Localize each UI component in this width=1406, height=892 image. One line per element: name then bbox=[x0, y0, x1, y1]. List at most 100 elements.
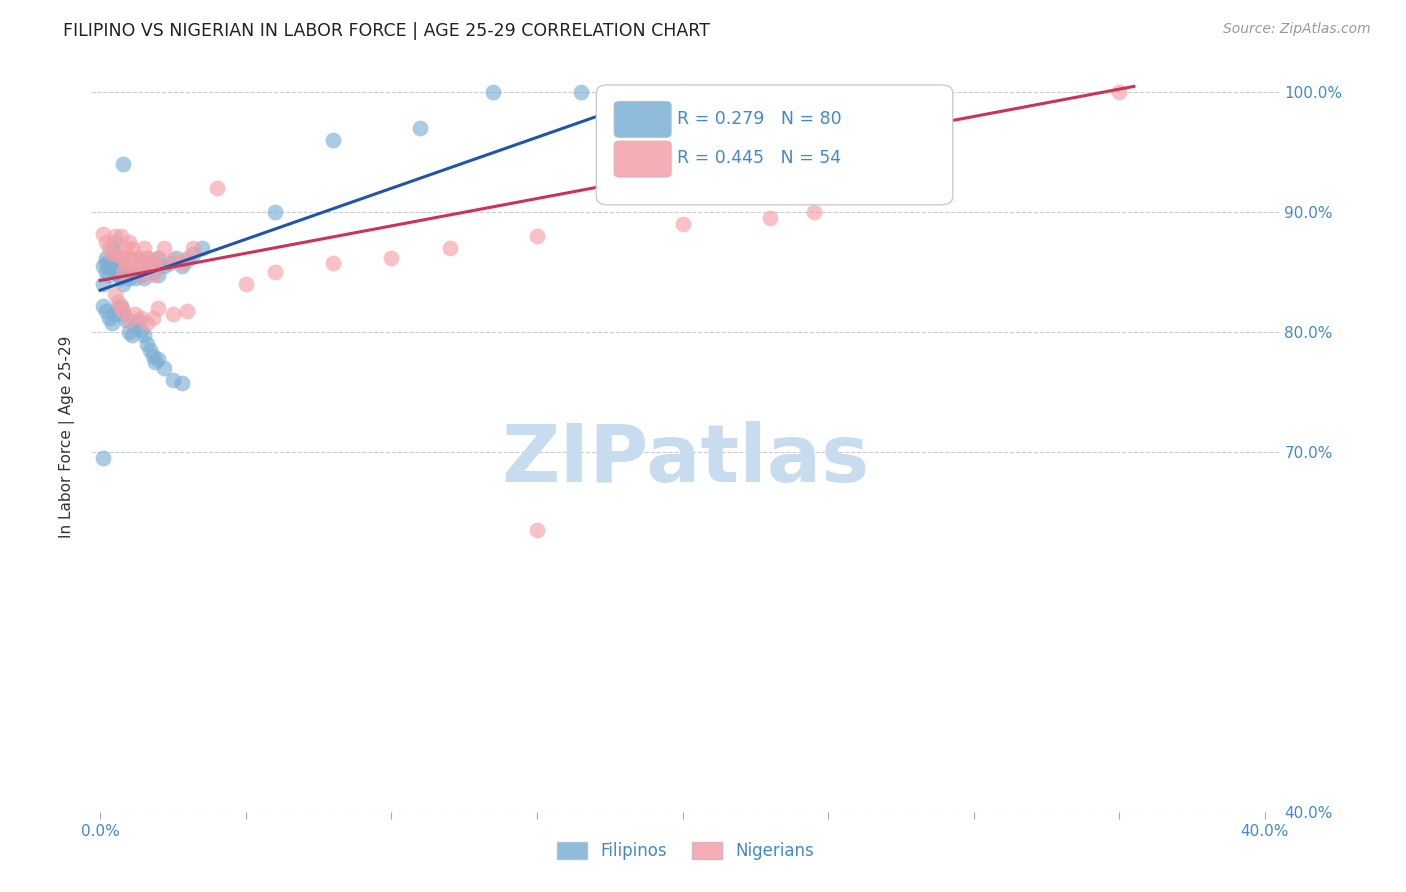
Point bbox=[803, 205, 825, 219]
Point bbox=[569, 86, 592, 100]
Point bbox=[138, 255, 160, 269]
Point bbox=[165, 251, 187, 265]
Point bbox=[129, 268, 152, 282]
Point bbox=[118, 325, 141, 339]
Point bbox=[124, 319, 146, 334]
Point bbox=[104, 255, 127, 269]
Point bbox=[176, 253, 198, 268]
Point bbox=[129, 323, 152, 337]
Point bbox=[110, 271, 132, 285]
Point bbox=[110, 251, 132, 265]
Point bbox=[148, 351, 170, 366]
Point bbox=[191, 241, 214, 255]
Point bbox=[129, 268, 152, 282]
Point bbox=[124, 263, 146, 277]
Point bbox=[439, 241, 461, 255]
Point bbox=[127, 265, 149, 279]
FancyBboxPatch shape bbox=[614, 102, 671, 137]
Point bbox=[107, 268, 129, 282]
Point bbox=[112, 265, 135, 279]
Point bbox=[148, 251, 170, 265]
Point bbox=[759, 211, 782, 226]
Point bbox=[112, 303, 135, 318]
Point bbox=[115, 241, 138, 255]
Point bbox=[112, 251, 135, 265]
Point bbox=[170, 259, 193, 273]
Point bbox=[121, 259, 143, 273]
Point bbox=[482, 86, 505, 100]
Point bbox=[141, 265, 163, 279]
Point bbox=[104, 286, 127, 301]
Point bbox=[107, 295, 129, 310]
Point bbox=[100, 247, 122, 261]
Point bbox=[145, 355, 167, 369]
Point bbox=[97, 259, 120, 273]
Point bbox=[135, 337, 157, 351]
Point bbox=[94, 255, 117, 269]
Point bbox=[148, 251, 170, 265]
Point bbox=[115, 259, 138, 273]
Point bbox=[205, 181, 228, 195]
Point bbox=[118, 251, 141, 265]
Point bbox=[181, 247, 204, 261]
Point bbox=[91, 227, 114, 241]
Point bbox=[107, 301, 129, 316]
Point bbox=[115, 251, 138, 265]
Point bbox=[118, 255, 141, 269]
Point bbox=[110, 299, 132, 313]
Point bbox=[263, 265, 285, 279]
Point bbox=[110, 229, 132, 244]
Point bbox=[121, 241, 143, 255]
Point bbox=[141, 349, 163, 363]
Point bbox=[148, 268, 170, 282]
Point bbox=[176, 303, 198, 318]
Legend: Filipinos, Nigerians: Filipinos, Nigerians bbox=[550, 836, 821, 867]
Point bbox=[94, 251, 117, 265]
Point bbox=[121, 327, 143, 342]
Point bbox=[107, 247, 129, 261]
Point bbox=[124, 255, 146, 269]
Point bbox=[132, 327, 155, 342]
Point bbox=[181, 241, 204, 255]
Point bbox=[118, 313, 141, 327]
Text: R = 0.445   N = 54: R = 0.445 N = 54 bbox=[678, 149, 841, 168]
Point bbox=[118, 251, 141, 265]
Point bbox=[145, 259, 167, 273]
Point bbox=[104, 265, 127, 279]
Point bbox=[94, 235, 117, 250]
Point bbox=[115, 255, 138, 269]
Point bbox=[91, 451, 114, 466]
Point bbox=[153, 259, 176, 273]
Point bbox=[135, 316, 157, 330]
Point bbox=[97, 268, 120, 282]
Point bbox=[118, 271, 141, 285]
Point bbox=[132, 259, 155, 273]
Point bbox=[132, 241, 155, 255]
Point bbox=[91, 259, 114, 273]
Point bbox=[112, 307, 135, 321]
Point bbox=[100, 316, 122, 330]
Point bbox=[127, 251, 149, 265]
Point bbox=[110, 301, 132, 316]
Point bbox=[115, 268, 138, 282]
Point bbox=[162, 373, 184, 387]
Point bbox=[145, 255, 167, 269]
Point bbox=[153, 241, 176, 255]
Point bbox=[141, 268, 163, 282]
Point bbox=[132, 271, 155, 285]
Point bbox=[112, 277, 135, 292]
Point bbox=[112, 255, 135, 269]
Point bbox=[141, 310, 163, 325]
Point bbox=[380, 251, 402, 265]
Point bbox=[100, 241, 122, 255]
FancyBboxPatch shape bbox=[596, 85, 953, 205]
Point bbox=[162, 307, 184, 321]
Point bbox=[112, 157, 135, 171]
Point bbox=[138, 343, 160, 358]
Point bbox=[526, 229, 548, 244]
Point bbox=[127, 251, 149, 265]
Point bbox=[115, 313, 138, 327]
Point bbox=[153, 361, 176, 376]
Point bbox=[263, 205, 285, 219]
Point bbox=[135, 251, 157, 265]
